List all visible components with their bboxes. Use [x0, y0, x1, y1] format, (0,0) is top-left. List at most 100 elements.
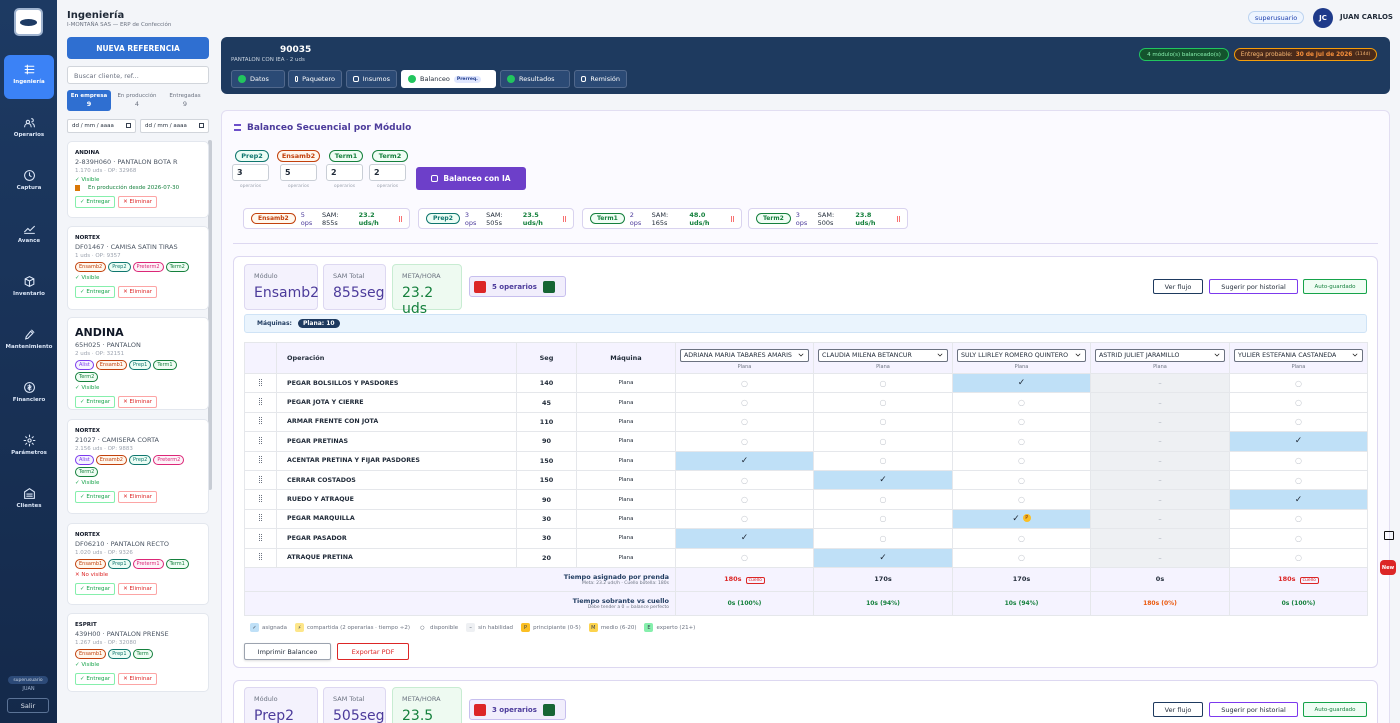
deliver-button[interactable]: ✓ Entregar [75, 286, 116, 298]
new-reference-button[interactable]: NUEVA REFERENCIA [67, 37, 209, 59]
assignment-cell[interactable]: ○ [952, 411, 1091, 433]
delete-button[interactable]: ✕ Eliminar [118, 491, 158, 503]
operators-input[interactable]: 2 [326, 164, 363, 181]
nav-item[interactable]: Inventario [4, 267, 54, 311]
nav-item[interactable]: Parámetros [4, 426, 54, 470]
assignment-cell[interactable]: ○ [813, 450, 953, 471]
nav-item[interactable]: Clientes [4, 479, 54, 523]
minus-button[interactable] [474, 703, 486, 716]
assignment-cell[interactable]: – [1090, 392, 1230, 413]
reference-tab[interactable]: Resultados [500, 70, 570, 88]
operator-select[interactable]: ASTRID JULIET JARAMILLO [1095, 348, 1225, 362]
assignment-cell[interactable]: ○ [675, 547, 814, 568]
assignment-cell[interactable]: ○ [1229, 372, 1368, 394]
reference-card[interactable]: ESPRIT 439H00 · PANTALON PRENSE 1.267 uds … [67, 613, 209, 692]
delete-button[interactable]: ✕ Eliminar [118, 673, 158, 685]
date-input[interactable]: dd / mm / aaaa [67, 119, 136, 133]
operators-input[interactable]: 2 [369, 164, 406, 181]
assignment-cell[interactable]: ✓ [1229, 489, 1368, 510]
assignment-cell[interactable]: – [1090, 431, 1230, 452]
assignment-cell[interactable]: – [1090, 411, 1230, 433]
reference-tab[interactable]: Balanceo Prerreq. [401, 70, 496, 88]
plus-button[interactable] [542, 280, 555, 293]
delete-button[interactable]: ✕ Eliminar [118, 196, 158, 208]
assignment-cell[interactable]: ○ [1229, 469, 1368, 491]
assignment-cell[interactable]: ✓ [1229, 431, 1368, 452]
module-button[interactable]: Ver flujo [1153, 279, 1203, 294]
assignment-cell[interactable]: – [1090, 469, 1230, 491]
nav-item[interactable]: Ingeniería [4, 55, 54, 99]
module-button[interactable]: Sugerir por historial [1209, 702, 1298, 717]
assignment-cell[interactable]: ○ [952, 528, 1091, 549]
assignment-cell[interactable]: ○ [675, 469, 814, 491]
list-tab[interactable]: En producción 4 [115, 90, 159, 111]
ai-balance-button[interactable]: Balanceo con IA [416, 167, 526, 190]
assignment-cell[interactable]: ○ [952, 450, 1091, 471]
nav-item[interactable]: Financiero [4, 373, 54, 417]
list-tab[interactable]: Entregadas 9 [163, 90, 207, 111]
module-button[interactable]: Sugerir por historial [1209, 279, 1298, 294]
assignment-cell[interactable]: ○ [675, 392, 814, 413]
assignment-cell[interactable]: ○ [952, 392, 1091, 413]
assignment-cell[interactable]: – [1090, 489, 1230, 510]
minus-button[interactable] [474, 280, 486, 293]
assignment-cell[interactable]: ✓ [675, 528, 814, 549]
assignment-cell[interactable]: ○ [1229, 392, 1368, 413]
assignment-cell[interactable]: – [1090, 372, 1230, 394]
operator-select[interactable]: YULIER ESTEFANIA CASTAÑEDA [1234, 348, 1363, 362]
deliver-button[interactable]: ✓ Entregar [75, 396, 116, 408]
nav-item[interactable]: Avance [4, 214, 54, 258]
reference-tab[interactable]: Datos [231, 70, 285, 88]
assignment-cell[interactable]: ○ [813, 528, 953, 549]
assignment-cell[interactable]: ✓ [813, 547, 953, 568]
deliver-button[interactable]: ✓ Entregar [75, 491, 116, 503]
module-button[interactable]: Ver flujo [1153, 702, 1203, 717]
reference-card[interactable]: NORTEX 21027 · CAMISERA CORTA 2.156 uds · … [67, 419, 209, 514]
assignment-cell[interactable]: ○ [813, 372, 953, 394]
deliver-button[interactable]: ✓ Entregar [75, 673, 116, 685]
export-pdf-button[interactable]: Exportar PDF [337, 643, 409, 660]
assignment-cell[interactable]: ○ [1229, 450, 1368, 471]
nav-item[interactable]: Mantenimiento [4, 320, 54, 364]
assignment-cell[interactable]: ○ [813, 431, 953, 452]
delete-button[interactable]: ✕ Eliminar [118, 583, 158, 595]
assignment-cell[interactable]: ○ [675, 508, 814, 530]
list-tab[interactable]: En empresa 9 [67, 90, 111, 111]
assignment-cell[interactable]: – [1090, 450, 1230, 471]
logout[interactable]: Salir [7, 698, 49, 713]
assignment-cell[interactable]: – [1090, 508, 1230, 530]
assignment-cell[interactable]: ○ [1229, 508, 1368, 530]
assignment-cell[interactable]: ○ [952, 547, 1091, 568]
reference-tab[interactable]: Insumos [346, 70, 397, 88]
operators-input[interactable]: 3 [232, 164, 269, 181]
nav-item[interactable]: Captura [4, 161, 54, 205]
operator-select[interactable]: CLAUDIA MILENA BETANCUR [818, 348, 948, 362]
reference-card[interactable]: NORTEX DF01467 · CAMISA SATIN TIRAS 1 uds … [67, 226, 209, 310]
assignment-cell[interactable]: ○ [1229, 411, 1368, 433]
reference-tab[interactable]: Paquetero [288, 70, 342, 88]
operator-select[interactable]: SULY LLIRLEY ROMERO QUINTERO [957, 348, 1086, 362]
assignment-cell[interactable]: ○ [675, 431, 814, 452]
assignment-cell[interactable]: ○ [675, 489, 814, 510]
search-input[interactable]: Buscar cliente, ref... [67, 66, 209, 84]
assignment-cell[interactable]: – [1090, 547, 1230, 568]
assignment-cell[interactable]: ○ [952, 431, 1091, 452]
assignment-cell[interactable]: ✓ [813, 469, 953, 491]
assignment-cell[interactable]: ○ [952, 469, 1091, 491]
deliver-button[interactable]: ✓ Entregar [75, 196, 116, 208]
assignment-cell[interactable]: – [1090, 528, 1230, 549]
assignment-cell[interactable]: ○ [813, 508, 953, 530]
assignment-cell[interactable]: ✓ [675, 450, 814, 471]
assignment-cell[interactable]: ○ [675, 372, 814, 394]
plus-button[interactable] [542, 703, 555, 716]
assignment-cell[interactable]: ✓ P [952, 508, 1091, 530]
operators-input[interactable]: 5 [280, 164, 317, 181]
assignment-cell[interactable]: ○ [813, 411, 953, 433]
deliver-button[interactable]: ✓ Entregar [75, 583, 116, 595]
assignment-cell[interactable]: ○ [813, 392, 953, 413]
assignment-cell[interactable]: ○ [1229, 528, 1368, 549]
operator-select[interactable]: ADRIANA MARIA TABARES AMARIS [680, 348, 809, 362]
delete-button[interactable]: ✕ Eliminar [118, 396, 158, 408]
date-input[interactable]: dd / mm / aaaa [140, 119, 209, 133]
reference-card[interactable]: ANDINA 2-839H060 · PANTALON BOTA R 1.170 u… [67, 141, 209, 218]
